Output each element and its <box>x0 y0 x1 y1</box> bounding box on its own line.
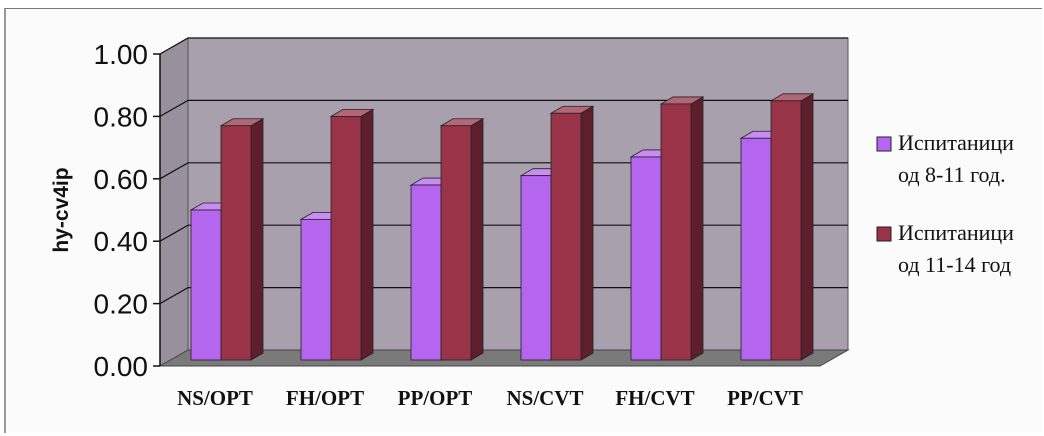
bar-front <box>630 156 662 361</box>
y-tick-label: 0.40 <box>94 226 149 257</box>
bar-side <box>690 96 704 361</box>
plot-side-wall <box>159 37 189 367</box>
y-tick-label: 0.00 <box>94 351 149 382</box>
y-tick-label: 0.60 <box>94 164 149 195</box>
legend-label: од 8-11 год. <box>898 162 1006 187</box>
legend-swatch <box>876 136 892 152</box>
bar-older-fh-cvt <box>659 96 705 361</box>
bar-front <box>520 175 552 361</box>
x-category-label: FH/OPT <box>286 386 364 410</box>
legend-label: од 11-14 год <box>898 252 1011 277</box>
x-category-label: NS/CVT <box>506 386 583 410</box>
bar-front <box>770 100 802 361</box>
bar-front <box>330 116 362 361</box>
bar-older-fh-opt <box>329 108 375 361</box>
bar-front <box>190 209 222 361</box>
legend-label: Испитаници <box>898 220 1014 245</box>
bar-front <box>410 184 442 361</box>
x-category-label: FH/CVT <box>615 386 694 410</box>
y-axis-title: hy-cv4ip <box>50 167 73 252</box>
bar-front <box>440 125 472 361</box>
legend-label: Испитаници <box>898 130 1014 155</box>
bar-side <box>470 118 484 361</box>
gridline <box>159 162 848 180</box>
bar-side <box>580 105 594 361</box>
bar-front <box>300 218 332 361</box>
bar-older-pp-cvt <box>769 93 815 361</box>
x-category-label: PP/OPT <box>398 386 473 410</box>
y-tick-label: 0.80 <box>94 101 149 132</box>
y-tick-label: 0.20 <box>94 289 149 320</box>
bar-front <box>220 125 252 361</box>
gridline <box>159 224 848 242</box>
bar-older-pp-opt <box>439 118 485 361</box>
bar-older-ns-opt <box>219 118 265 361</box>
gridline <box>159 287 848 305</box>
x-category-label: PP/CVT <box>727 386 803 410</box>
bar-front <box>740 137 772 361</box>
y-tick-label: 1.00 <box>94 39 149 70</box>
bar-side <box>250 118 264 361</box>
bar-front <box>550 112 582 361</box>
x-category-label: NS/OPT <box>177 386 253 410</box>
gridline <box>159 99 848 117</box>
bar-front <box>660 103 692 361</box>
bar-older-ns-cvt <box>549 105 595 361</box>
legend-swatch <box>876 226 892 242</box>
gridline <box>159 37 848 55</box>
bar-side <box>360 108 374 361</box>
bar-side <box>800 93 814 361</box>
